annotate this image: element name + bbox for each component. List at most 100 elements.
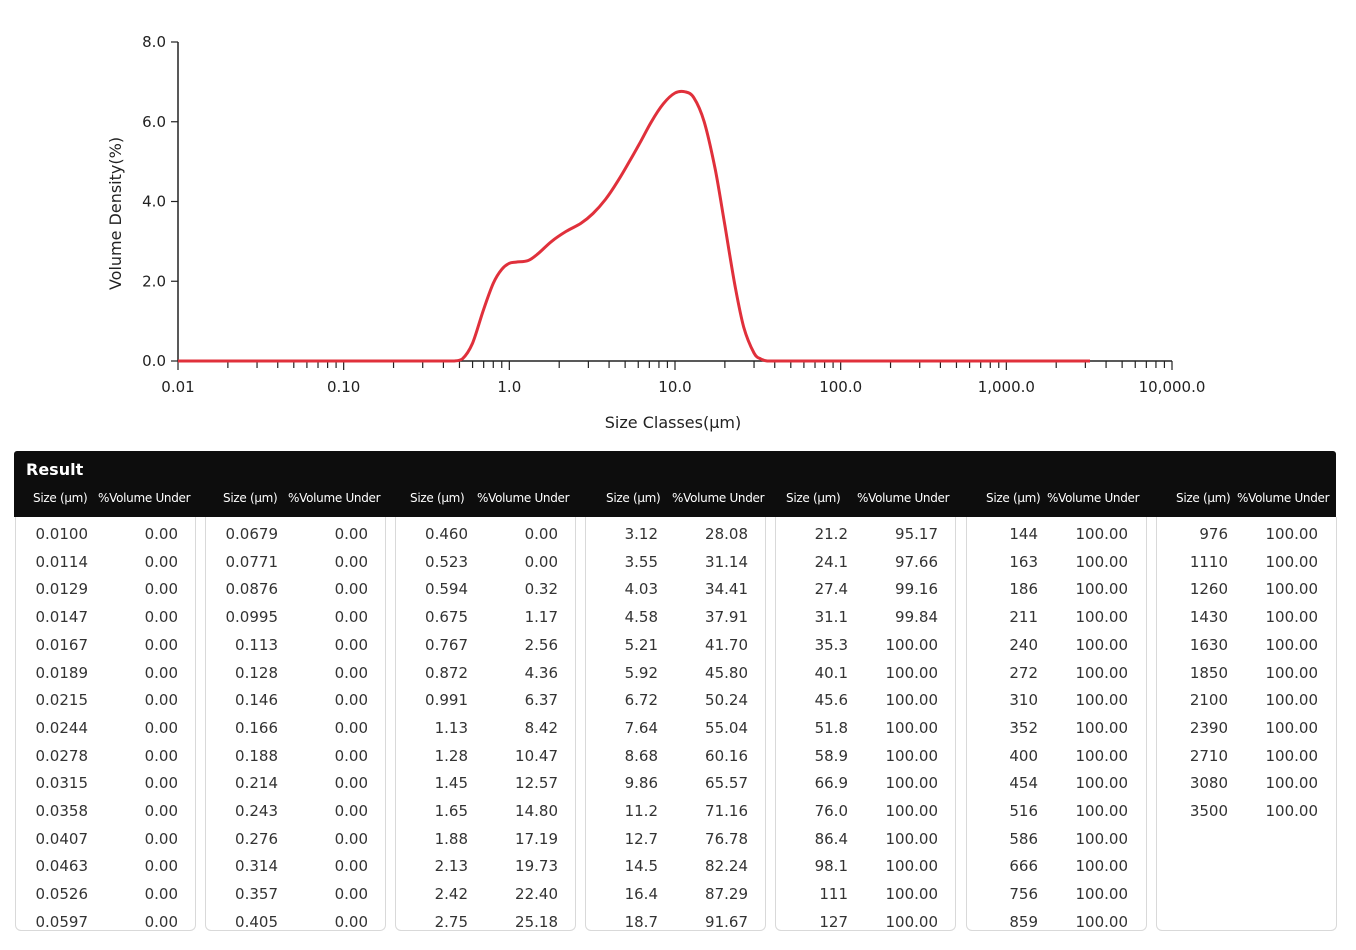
volume-cell: 0.00 — [334, 857, 368, 876]
table-row: 0.460 0.00 — [396, 519, 575, 546]
table-row: 976 100.00 — [1157, 519, 1336, 546]
size-cell: 0.767 — [425, 635, 468, 654]
volume-cell: 0.00 — [334, 691, 368, 710]
volume-cell: 41.70 — [705, 635, 748, 654]
size-cell: 0.991 — [425, 691, 468, 710]
table-row: 1850 100.00 — [1157, 658, 1336, 685]
size-cell: 211 — [1009, 608, 1038, 627]
table-row: 0.0114 0.00 — [16, 547, 195, 574]
volume-cell: 0.00 — [334, 885, 368, 904]
y-tick-label: 4.0 — [142, 193, 166, 211]
size-cell: 0.0407 — [35, 829, 89, 848]
table-row: 756 100.00 — [967, 879, 1146, 906]
volume-cell: 0.00 — [144, 802, 178, 820]
volume-cell: 100.00 — [1265, 525, 1319, 543]
volume-cell: 2.56 — [524, 635, 558, 654]
volume-cell: 100.00 — [885, 663, 939, 682]
size-cell: 756 — [1009, 885, 1038, 904]
volume-cell: 0.00 — [334, 663, 368, 682]
volume-cell: 100.00 — [1075, 608, 1129, 627]
volume-cell: 0.00 — [144, 829, 178, 848]
table-row: 0.0526 0.00 — [16, 879, 195, 906]
table-row: 31.1 99.84 — [776, 602, 955, 629]
y-tick-label: 0.0 — [142, 352, 166, 370]
table-row: 272 100.00 — [967, 658, 1146, 685]
size-cell: 1.45 — [434, 774, 468, 793]
table-row: 11.2 71.16 — [586, 796, 765, 823]
size-cell: 0.0995 — [225, 608, 279, 627]
size-cell: 66.9 — [814, 774, 848, 793]
size-cell: 98.1 — [814, 857, 848, 876]
size-cell: 0.243 — [235, 802, 278, 820]
table-row: 0.0129 0.00 — [16, 574, 195, 601]
volume-cell: 100.00 — [885, 912, 939, 931]
volume-cell: 0.00 — [334, 552, 368, 571]
volume-cell: 100.00 — [885, 774, 939, 793]
size-column-header: Size (μm) — [410, 491, 465, 505]
volume-column-header: %Volume Under — [672, 491, 765, 505]
volume-cell: 6.37 — [524, 691, 558, 710]
size-column-header: Size (μm) — [1176, 491, 1231, 505]
volume-cell: 100.00 — [1265, 580, 1319, 599]
size-cell: 1110 — [1189, 552, 1228, 571]
volume-cell: 0.00 — [144, 774, 178, 793]
size-cell: 0.523 — [425, 552, 468, 571]
table-row: 4.03 34.41 — [586, 574, 765, 601]
volume-cell: 100.00 — [885, 691, 939, 710]
table-row: 0.0771 0.00 — [206, 547, 385, 574]
size-cell: 272 — [1009, 663, 1038, 682]
volume-cell: 0.00 — [334, 635, 368, 654]
volume-cell: 100.00 — [1075, 885, 1129, 904]
table-row: 240 100.00 — [967, 630, 1146, 657]
result-column-group: 976 100.00 1110 100.00 1260 100.00 1430 100.00 1… — [1156, 517, 1337, 931]
table-row: 0.314 0.00 — [206, 851, 385, 878]
volume-cell: 14.80 — [515, 802, 558, 820]
volume-cell: 91.67 — [705, 912, 748, 931]
result-header: Result Size (μm) %Volume Under Size (μm) %V… — [14, 451, 1336, 517]
size-cell: 9.86 — [624, 774, 658, 793]
volume-cell: 100.00 — [1265, 774, 1319, 793]
volume-cell: 45.80 — [705, 663, 748, 682]
volume-cell: 100.00 — [1265, 746, 1319, 765]
table-row: 3.12 28.08 — [586, 519, 765, 546]
table-row: 666 100.00 — [967, 851, 1146, 878]
size-cell: 24.1 — [814, 552, 848, 571]
size-cell: 40.1 — [814, 663, 848, 682]
table-row: 2710 100.00 — [1157, 741, 1336, 768]
size-cell: 0.675 — [425, 608, 468, 627]
size-cell: 51.8 — [814, 718, 848, 737]
volume-cell: 100.00 — [885, 802, 939, 820]
table-row: 5.21 41.70 — [586, 630, 765, 657]
volume-cell: 8.42 — [524, 718, 558, 737]
volume-cell: 0.00 — [144, 718, 178, 737]
volume-cell: 34.41 — [705, 580, 748, 599]
volume-cell: 100.00 — [1075, 663, 1129, 682]
size-cell: 5.92 — [624, 663, 658, 682]
table-row: 1.45 12.57 — [396, 768, 575, 795]
table-row: 859 100.00 — [967, 907, 1146, 934]
size-column-header: Size (μm) — [33, 491, 88, 505]
size-cell: 516 — [1009, 802, 1038, 820]
table-row: 98.1 100.00 — [776, 851, 955, 878]
size-cell: 1.28 — [434, 746, 468, 765]
volume-cell: 31.14 — [705, 552, 748, 571]
volume-column-header: %Volume Under — [1237, 491, 1330, 505]
table-row: 3500 100.00 — [1157, 796, 1336, 823]
table-row: 0.0167 0.00 — [16, 630, 195, 657]
size-cell: 859 — [1009, 912, 1038, 931]
table-row: 0.357 0.00 — [206, 879, 385, 906]
table-row: 0.594 0.32 — [396, 574, 575, 601]
x-axis-label: Size Classes(μm) — [605, 413, 741, 432]
x-tick-label: 1,000.0 — [978, 378, 1035, 396]
table-row: 76.0 100.00 — [776, 796, 955, 823]
size-cell: 6.72 — [624, 691, 658, 710]
table-row: 58.9 100.00 — [776, 741, 955, 768]
series-line — [178, 89, 1090, 363]
table-row: 4.58 37.91 — [586, 602, 765, 629]
table-row: 0.991 6.37 — [396, 685, 575, 712]
volume-cell: 76.78 — [705, 829, 748, 848]
size-cell: 1.13 — [434, 718, 468, 737]
volume-cell: 17.19 — [515, 829, 558, 848]
volume-cell: 100.00 — [1265, 802, 1319, 820]
size-cell: 0.276 — [235, 829, 278, 848]
